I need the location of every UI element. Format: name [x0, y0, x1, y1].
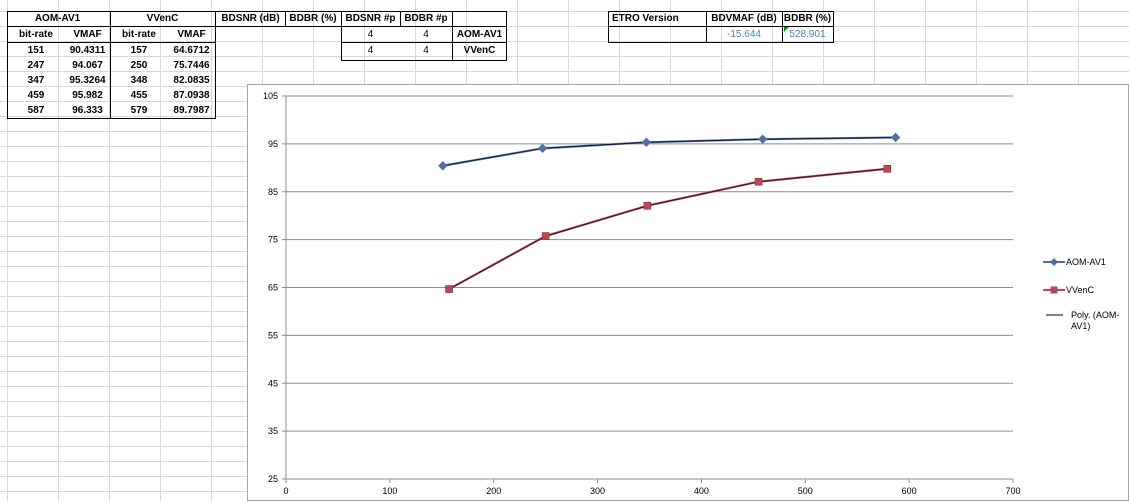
table-cell-vv-br[interactable]: 455: [130, 90, 148, 101]
series-line-vvenc: [448, 167, 888, 291]
y-tick-label: 75: [268, 235, 278, 245]
etro-bdbr-value[interactable]: 528.901: [789, 29, 826, 40]
bdsnr-p-label[interactable]: BDSNR #p: [345, 13, 396, 24]
bdbr-p-label[interactable]: BDBR #p: [404, 13, 448, 24]
y-tick-label: 95: [268, 139, 278, 149]
table-cell-vv-br[interactable]: 250: [130, 60, 148, 71]
legend-label-trend-line1: Poly. (AOM-: [1071, 310, 1119, 320]
y-tick-label: 65: [268, 283, 278, 293]
row1-bdbr-p[interactable]: 4: [423, 29, 429, 40]
data-point-aom-av1: [438, 161, 448, 171]
cell-note-marker: [784, 27, 789, 32]
table-cell-vv-br[interactable]: 579: [130, 105, 148, 116]
table-cell-aom-br[interactable]: 459: [27, 90, 45, 101]
y-tick-label: 35: [268, 426, 278, 436]
table-cell-aom-br[interactable]: 587: [27, 105, 45, 116]
table-cell-vv-vmaf[interactable]: 75.7446: [173, 60, 210, 71]
table-cell-aom-vmaf[interactable]: 96.333: [72, 105, 103, 116]
row2-bdsnr-p[interactable]: 4: [367, 45, 374, 56]
data-point-aom-av1: [890, 132, 901, 143]
table-cell-aom-vmaf[interactable]: 95.982: [72, 90, 103, 101]
data-point-vvenc: [883, 164, 892, 173]
x-tick-label: 500: [798, 486, 813, 496]
row2-label[interactable]: VVenC: [463, 45, 496, 56]
etro-bdbr-label[interactable]: BDBR (%): [783, 13, 832, 24]
data-point-vvenc: [754, 177, 763, 186]
row1-label[interactable]: AOM-AV1: [456, 29, 503, 40]
table-cell-vv-br[interactable]: 348: [130, 75, 148, 86]
data-point-aom-av1: [641, 137, 652, 148]
y-tick-label: 85: [268, 187, 278, 197]
header-aom-av1[interactable]: AOM-AV1: [34, 13, 81, 24]
col-aom-bitrate[interactable]: bit-rate: [19, 29, 53, 40]
legend-marker-aom-av1: [1050, 258, 1058, 266]
trend-line-aom-av1: [442, 137, 896, 167]
x-tick-label: 100: [382, 486, 397, 496]
y-tick-label: 105: [263, 91, 278, 101]
data-point-aom-av1: [757, 134, 768, 144]
chart-area[interactable]: 25 35 45 55 65 75 85 95 105 0 100 200 300 400 500 600 70…: [247, 84, 1129, 501]
col-vvenc-bitrate[interactable]: bit-rate: [122, 29, 156, 40]
col-vvenc-vmaf[interactable]: VMAF: [177, 29, 206, 40]
table-cell-aom-vmaf[interactable]: 94.067: [72, 60, 103, 71]
x-tick-label: 700: [1005, 486, 1020, 496]
bdsnr-db-label[interactable]: BDSNR (dB): [221, 13, 280, 24]
trend-line-vvenc: [448, 168, 888, 290]
bdbr-pct-label[interactable]: BDBR (%): [289, 13, 337, 24]
legend-label-trend-line2: AV1): [1071, 321, 1090, 331]
bdvmaf-value[interactable]: -15.644: [727, 29, 761, 40]
data-point-vvenc: [541, 232, 550, 240]
data-point-vvenc: [643, 201, 652, 210]
x-tick-label: 0: [283, 486, 288, 496]
table-cell-vv-vmaf[interactable]: 89.7987: [173, 105, 210, 116]
header-vvenc[interactable]: VVenC: [146, 13, 179, 24]
table-cell-vv-vmaf[interactable]: 64.6712: [173, 45, 210, 56]
etro-version-label[interactable]: ETRO Version: [612, 13, 679, 24]
table-cell-aom-vmaf[interactable]: 95.3264: [69, 75, 106, 86]
col-aom-vmaf[interactable]: VMAF: [73, 29, 102, 40]
legend-label-aom-av1: AOM-AV1: [1066, 257, 1106, 267]
x-tick-label: 200: [486, 486, 501, 496]
data-point-vvenc: [445, 285, 453, 293]
x-tick-label: 300: [590, 486, 605, 496]
table-cell-vv-vmaf[interactable]: 82.0835: [173, 75, 210, 86]
table-cell-vv-vmaf[interactable]: 87.0938: [173, 90, 210, 101]
table-cell-aom-br[interactable]: 151: [27, 45, 45, 56]
y-tick-label: 45: [268, 378, 278, 388]
vmaf-chart-svg: 25 35 45 55 65 75 85 95 105 0 100 200 300 400 500 600 70…: [263, 91, 1119, 496]
bdvmaf-label[interactable]: BDVMAF (dB): [711, 13, 777, 24]
x-tick-label: 600: [902, 486, 917, 496]
row2-bdbr-p[interactable]: 4: [423, 45, 429, 56]
legend-marker-vvenc: [1050, 286, 1058, 294]
y-tick-label: 55: [268, 330, 278, 340]
table-cell-aom-vmaf[interactable]: 90.4311: [69, 45, 106, 56]
x-tick-label: 400: [694, 486, 709, 496]
table-cell-aom-br[interactable]: 347: [27, 75, 45, 86]
table-cell-aom-br[interactable]: 247: [27, 60, 45, 71]
legend-label-vvenc: VVenC: [1066, 285, 1095, 295]
y-tick-label: 25: [268, 474, 278, 484]
data-point-aom-av1: [537, 143, 548, 154]
table-cell-vv-br[interactable]: 157: [130, 45, 148, 56]
row1-bdsnr-p[interactable]: 4: [367, 29, 374, 40]
